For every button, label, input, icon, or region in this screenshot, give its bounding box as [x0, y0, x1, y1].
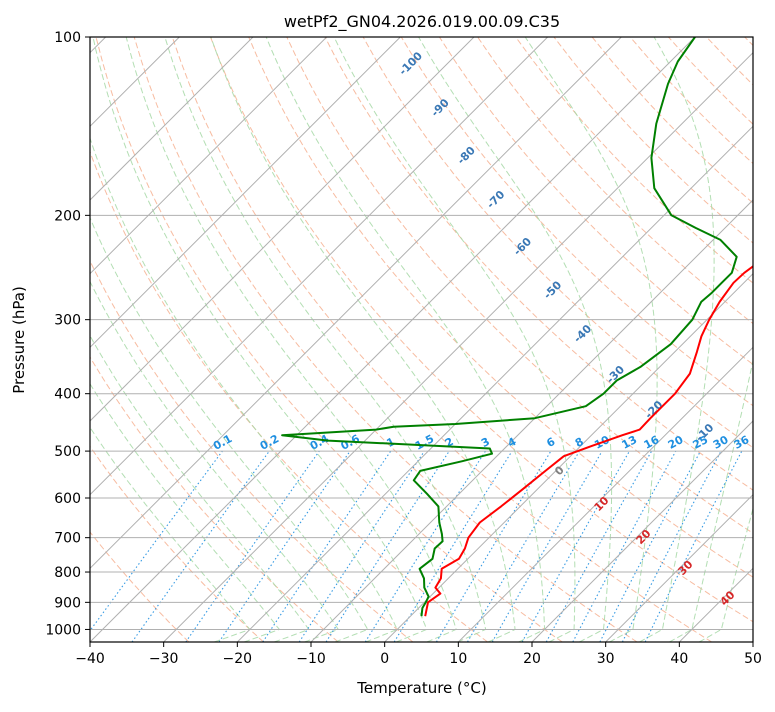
- y-axis-label: Pressure (hPa): [10, 286, 28, 394]
- y-tick-label: 800: [54, 565, 81, 581]
- x-tick-label: 10: [449, 651, 467, 667]
- y-tick-label: 300: [54, 313, 81, 329]
- x-tick-label: −40: [75, 651, 105, 667]
- x-tick-label: 50: [744, 651, 762, 667]
- y-tick-label: 600: [54, 491, 81, 507]
- y-tick-label: 400: [54, 387, 81, 403]
- x-tick-label: −10: [296, 651, 326, 667]
- y-tick-label: 900: [54, 595, 81, 611]
- y-tick-label: 700: [54, 531, 81, 547]
- y-tick-label: 100: [54, 30, 81, 46]
- x-axis-label: Temperature (°C): [356, 679, 486, 697]
- y-tick-label: 200: [54, 208, 81, 224]
- chart-title: wetPf2_GN04.2026.019.00.09.C35: [284, 12, 560, 32]
- x-tick-label: 40: [670, 651, 688, 667]
- x-tick-label: 0: [380, 651, 389, 667]
- x-tick-label: −20: [223, 651, 253, 667]
- y-tick-label: 500: [54, 444, 81, 460]
- x-tick-label: 20: [523, 651, 541, 667]
- y-tick-label: 1000: [45, 622, 81, 638]
- x-tick-label: −30: [149, 651, 179, 667]
- x-tick-label: 30: [597, 651, 615, 667]
